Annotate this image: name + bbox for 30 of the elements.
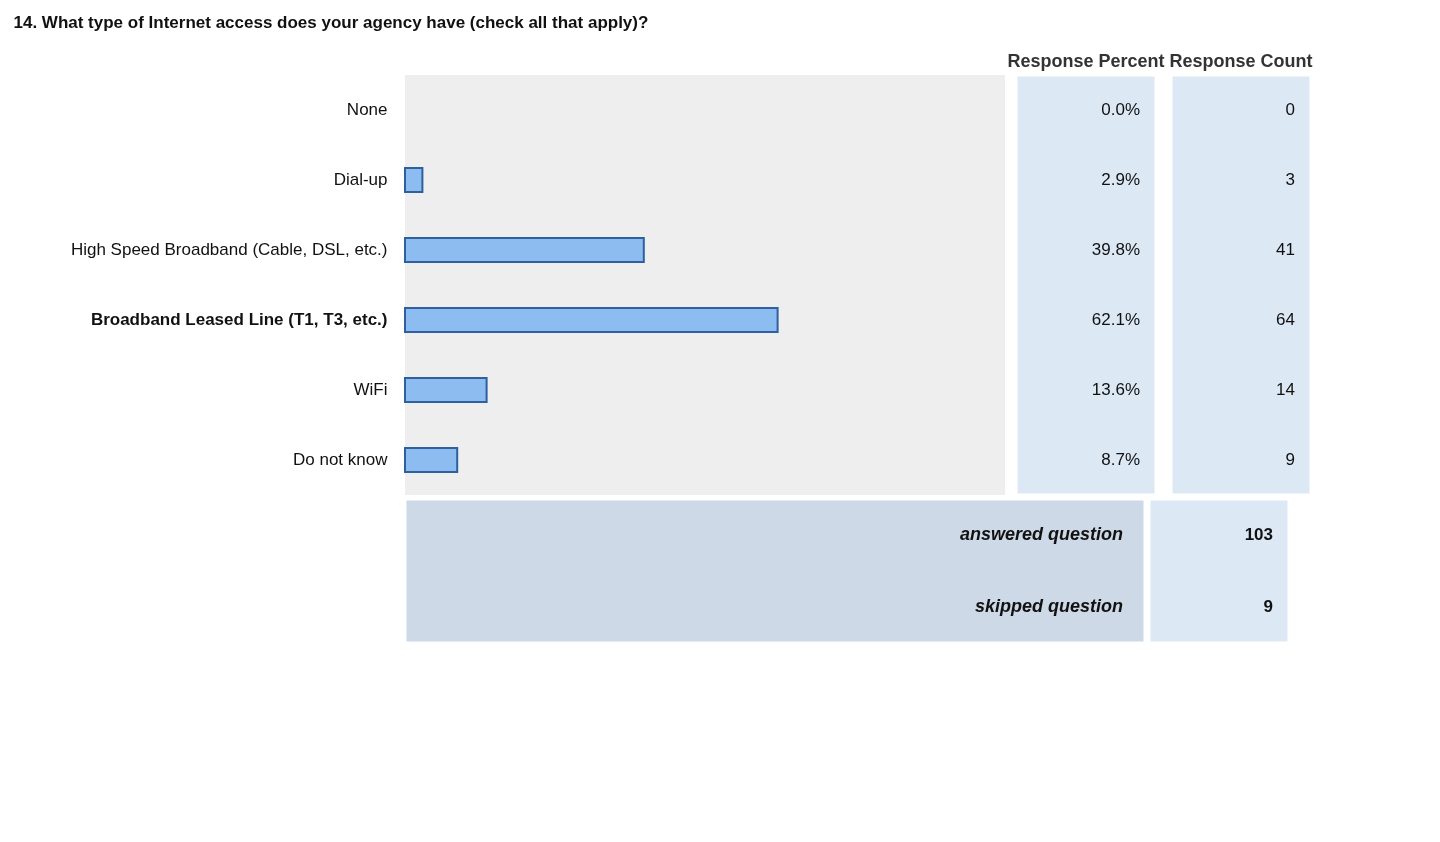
bar <box>404 377 488 403</box>
data-label: 13.6% <box>1091 380 1140 399</box>
data-label: 39.8% <box>1091 240 1140 259</box>
y-tick-label: WiFi <box>353 380 388 399</box>
text: 41 <box>1276 240 1295 259</box>
text: 64 <box>1276 310 1295 329</box>
chart-title: 14. What type of Internet access does your agency have (check all that apply)? <box>13 12 649 32</box>
y-tick-label: Do not know <box>293 450 389 469</box>
bar <box>404 237 645 263</box>
bar <box>404 307 779 333</box>
text: Response Count <box>1169 51 1313 71</box>
data-label: 62.1% <box>1091 310 1140 329</box>
y-tick-label: Dial-up <box>333 170 388 189</box>
data-label: 2.9% <box>1101 170 1140 189</box>
text: 14 <box>1276 380 1295 399</box>
text: 0 <box>1285 100 1295 119</box>
bar <box>404 167 424 193</box>
text: skipped question <box>974 596 1123 616</box>
text: 103 <box>1244 525 1273 544</box>
y-tick-label: None <box>346 100 388 119</box>
y-tick-label: High Speed Broadband (Cable, DSL, etc.) <box>70 240 388 259</box>
text: 9 <box>1285 450 1295 469</box>
y-tick-label: Broadband Leased Line (T1, T3, etc.) <box>90 310 388 329</box>
bar <box>404 447 459 473</box>
text: 9 <box>1263 597 1273 616</box>
text: answered question <box>959 524 1123 544</box>
text: Response Percent <box>1007 51 1165 71</box>
data-label: 8.7% <box>1101 450 1140 469</box>
data-label: 0.0% <box>1101 100 1140 119</box>
text: 3 <box>1285 170 1295 189</box>
